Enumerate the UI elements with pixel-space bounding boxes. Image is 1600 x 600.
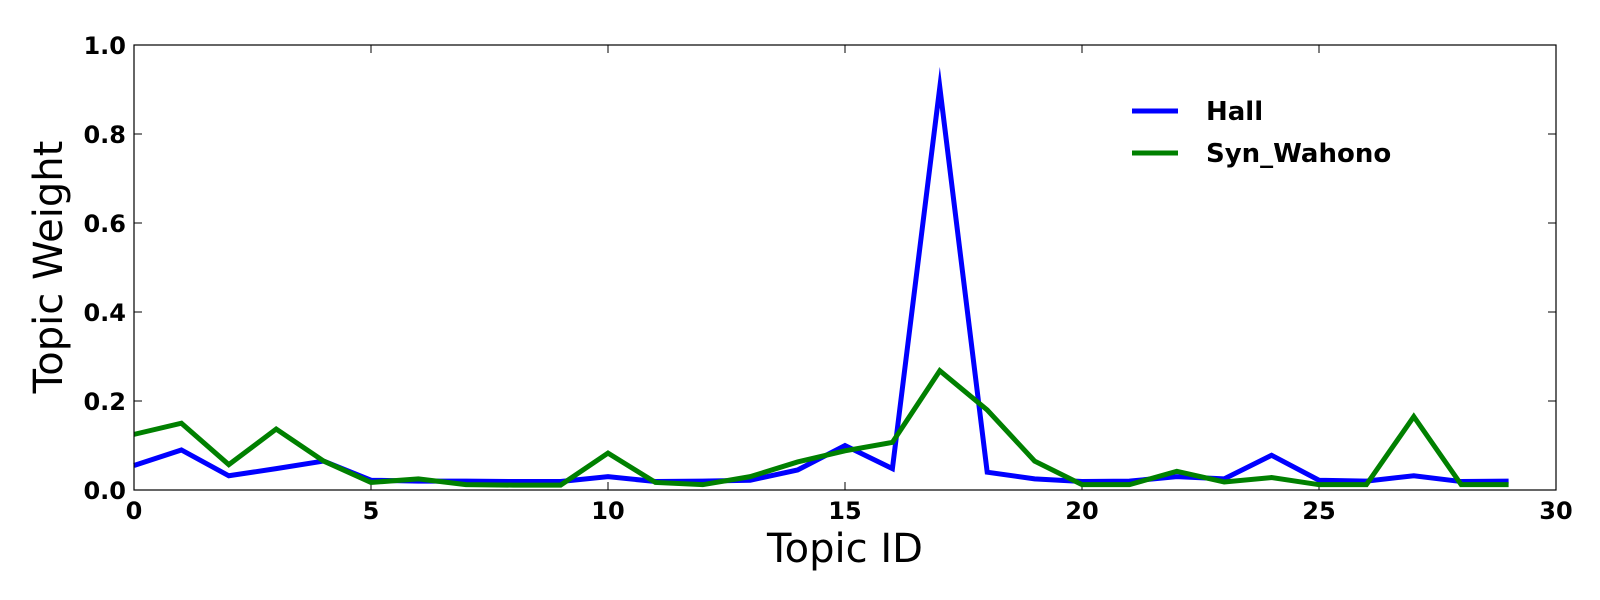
legend: Hall Syn_Wahono — [1132, 97, 1391, 169]
y-tick-label: 0.4 — [83, 299, 126, 327]
x-axis-title: Topic ID — [766, 526, 923, 572]
y-tick-label: 0.2 — [83, 388, 126, 416]
x-tick-label: 30 — [1539, 497, 1572, 525]
plot-frame — [133, 44, 1557, 491]
x-tick-label: 20 — [1065, 497, 1098, 525]
y-tick-label: 1.0 — [83, 32, 126, 60]
x-tick-label: 5 — [363, 497, 380, 525]
series-line-syn-wahono — [133, 367, 1509, 488]
x-tick-label: 15 — [828, 497, 861, 525]
y-tick-label: 0.6 — [83, 210, 126, 238]
plot-area — [134, 45, 1556, 490]
legend-label-syn-wahono: Syn_Wahono — [1206, 139, 1391, 169]
legend-label-hall: Hall — [1206, 97, 1263, 127]
x-tick-label: 10 — [591, 497, 624, 525]
y-tick-label: 0.8 — [83, 121, 126, 149]
y-axis-title: Topic Weight — [26, 141, 72, 395]
x-tick-label: 25 — [1302, 497, 1335, 525]
x-tick-label: 0 — [126, 497, 143, 525]
y-tick-label: 0.0 — [83, 477, 126, 505]
